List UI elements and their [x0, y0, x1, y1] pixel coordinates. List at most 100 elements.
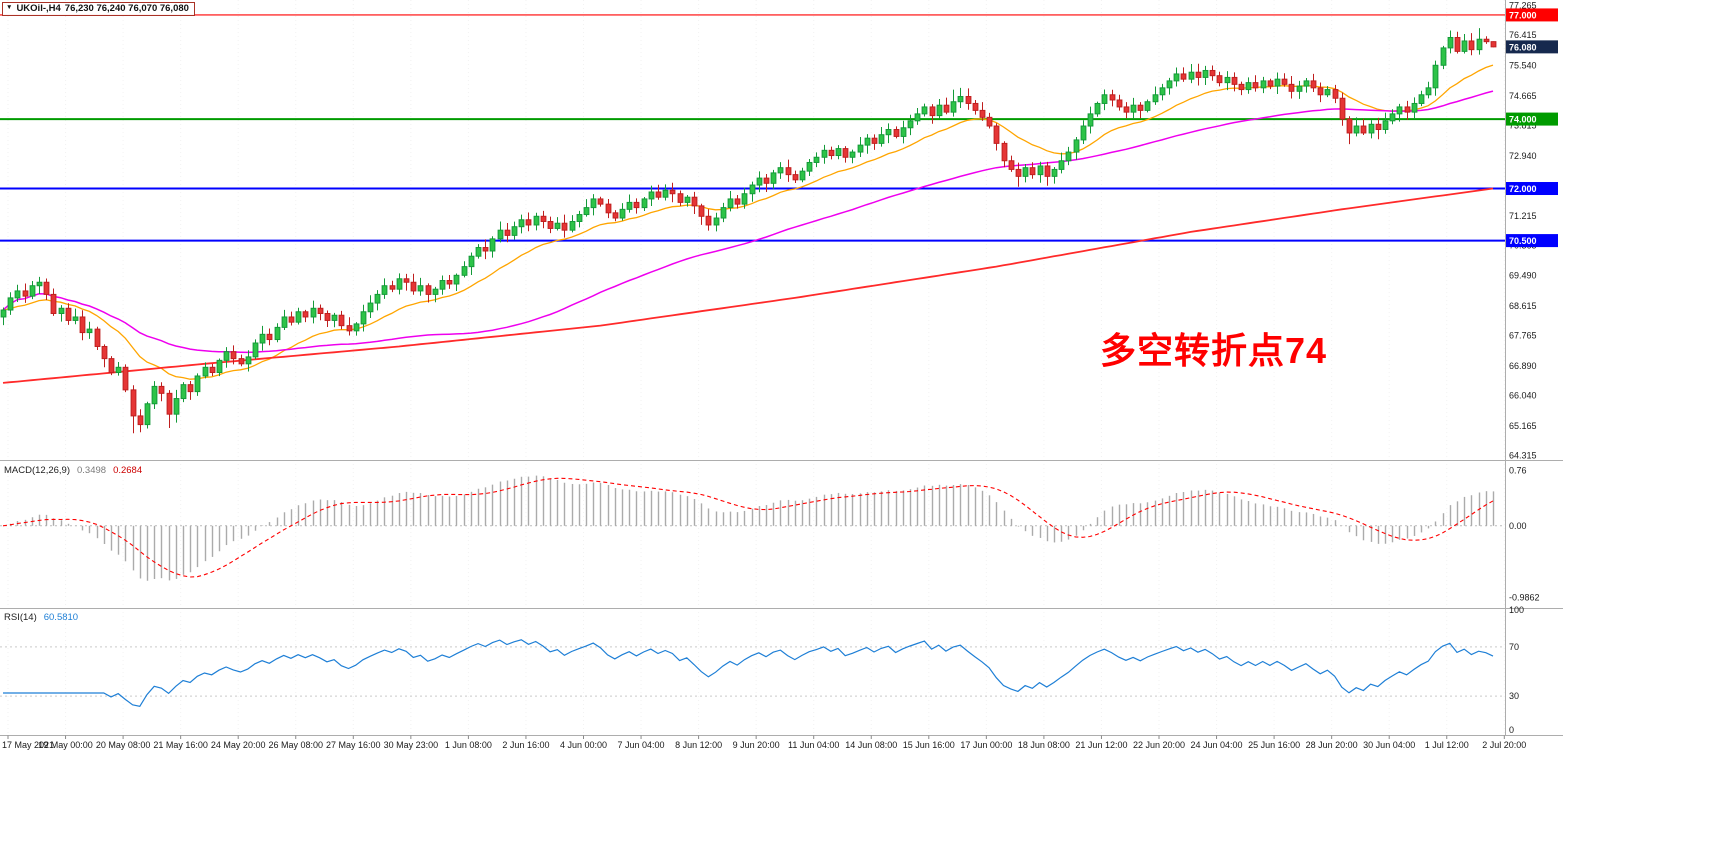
- candle-body: [806, 161, 813, 172]
- time-axis-label: 8 Jun 12:00: [675, 740, 722, 750]
- candle-body: [943, 104, 950, 113]
- candle-body: [1346, 118, 1353, 134]
- candle-body: [1360, 125, 1367, 134]
- candle-body: [1440, 47, 1447, 66]
- price-line-axis-label: 74.000: [1509, 115, 1537, 125]
- candle-body: [230, 351, 237, 360]
- candle-body: [777, 167, 784, 174]
- candle-body: [1454, 36, 1461, 52]
- rsi-name: RSI(14): [4, 612, 37, 623]
- candle-body: [65, 307, 72, 321]
- candle-body: [1317, 87, 1324, 96]
- candle-body: [417, 285, 424, 292]
- chart-canvas[interactable]: 77.26576.41575.54074.66573.81572.94071.2…: [0, 0, 1728, 760]
- rsi-value: 60.5810: [43, 612, 79, 623]
- candle-body: [122, 366, 129, 391]
- time-axis-label: 1 Jul 12:00: [1425, 740, 1469, 750]
- candle-body: [79, 316, 86, 334]
- candle-body: [1260, 80, 1267, 89]
- pane-separators: [0, 0, 1563, 736]
- candle-body: [1418, 94, 1425, 104]
- candle-body: [0, 309, 7, 318]
- candle-body: [50, 293, 57, 314]
- candle-body: [1144, 101, 1151, 111]
- candle-body: [489, 238, 496, 252]
- time-axis-label: 9 Jun 20:00: [733, 740, 780, 750]
- price-lines-layer[interactable]: [0, 14, 1505, 242]
- time-axis-label: 24 Jun 04:00: [1191, 740, 1243, 750]
- candle-body: [1324, 89, 1331, 96]
- annotation-text[interactable]: 多空转折点74: [1100, 330, 1328, 371]
- price-axis-tick-label: 66.040: [1509, 390, 1537, 400]
- candle-body: [497, 229, 504, 240]
- candle-body: [1447, 36, 1454, 49]
- price-axis[interactable]: 77.26576.41575.54074.66573.81572.94071.2…: [1506, 1, 1558, 735]
- candle-body: [669, 189, 676, 195]
- candle-body: [849, 151, 856, 158]
- candle-body: [482, 247, 489, 252]
- time-axis-label: 15 Jun 16:00: [903, 740, 955, 750]
- bid-price-axis-box: [1506, 40, 1558, 54]
- candle-body: [1468, 40, 1475, 51]
- candle-body: [821, 149, 828, 158]
- candle-body: [353, 323, 360, 332]
- candle-body: [1073, 139, 1080, 153]
- rsi-axis-tick-label: 100: [1509, 605, 1524, 615]
- candle-body: [727, 198, 734, 209]
- time-axis-label: 2 Jul 20:00: [1482, 740, 1526, 750]
- candle-body: [1044, 165, 1051, 177]
- candle-body: [641, 198, 648, 209]
- candle-body: [1375, 123, 1382, 130]
- candle-body: [453, 274, 460, 285]
- candle-body: [475, 247, 482, 257]
- candle-body: [619, 208, 626, 219]
- candle-body: [576, 214, 583, 222]
- candle-body: [1109, 94, 1116, 101]
- price-axis-tick-label: 67.765: [1509, 331, 1537, 341]
- candle-body: [957, 96, 964, 103]
- candle-body: [302, 311, 309, 318]
- time-axis-label: 20 May 08:00: [96, 740, 151, 750]
- candle-body: [1094, 102, 1101, 115]
- candle-body: [1339, 97, 1346, 120]
- candle-body: [1001, 142, 1008, 162]
- candle-body: [921, 106, 928, 115]
- candle-body: [1231, 76, 1238, 85]
- candle-body: [288, 316, 295, 323]
- candle-body: [878, 134, 885, 144]
- candle-body: [511, 226, 518, 236]
- candle-body: [770, 172, 777, 184]
- time-axis-label: 21 May 16:00: [153, 740, 208, 750]
- macd-signal-line: [2, 477, 1494, 578]
- candle-body: [1411, 102, 1418, 113]
- candle-body: [1353, 125, 1360, 134]
- candle-body: [554, 222, 561, 229]
- candle-body: [1015, 168, 1022, 177]
- candle-body: [446, 280, 453, 285]
- candle-body: [655, 191, 662, 198]
- candle-body: [410, 281, 417, 292]
- candle-body: [525, 219, 532, 226]
- candle-body: [648, 191, 655, 200]
- candle-body: [1281, 78, 1288, 85]
- symbol-dropdown-icon: ▼: [6, 4, 13, 12]
- candle-body: [720, 207, 727, 219]
- candle-body: [1029, 167, 1036, 176]
- macd-axis-tick-label: -0.9862: [1509, 592, 1540, 602]
- candle-body: [1180, 73, 1187, 80]
- candle-body: [137, 415, 144, 426]
- candle-body: [396, 278, 403, 290]
- candle-body: [1116, 99, 1123, 108]
- candle-body: [763, 177, 770, 184]
- candle-body: [1202, 69, 1209, 78]
- price-axis-tick-label: 72.940: [1509, 151, 1537, 161]
- candle-body: [1274, 78, 1281, 87]
- symbol-info-box[interactable]: ▼ UKOil-,H4 76,230 76,240 76,070 76,080: [2, 2, 195, 16]
- candle-body: [705, 215, 712, 226]
- candle-body: [360, 311, 367, 325]
- candle-body: [1238, 83, 1245, 91]
- grid-layer: [7, 0, 1505, 735]
- candle-body: [324, 312, 331, 321]
- candle-body: [14, 290, 21, 299]
